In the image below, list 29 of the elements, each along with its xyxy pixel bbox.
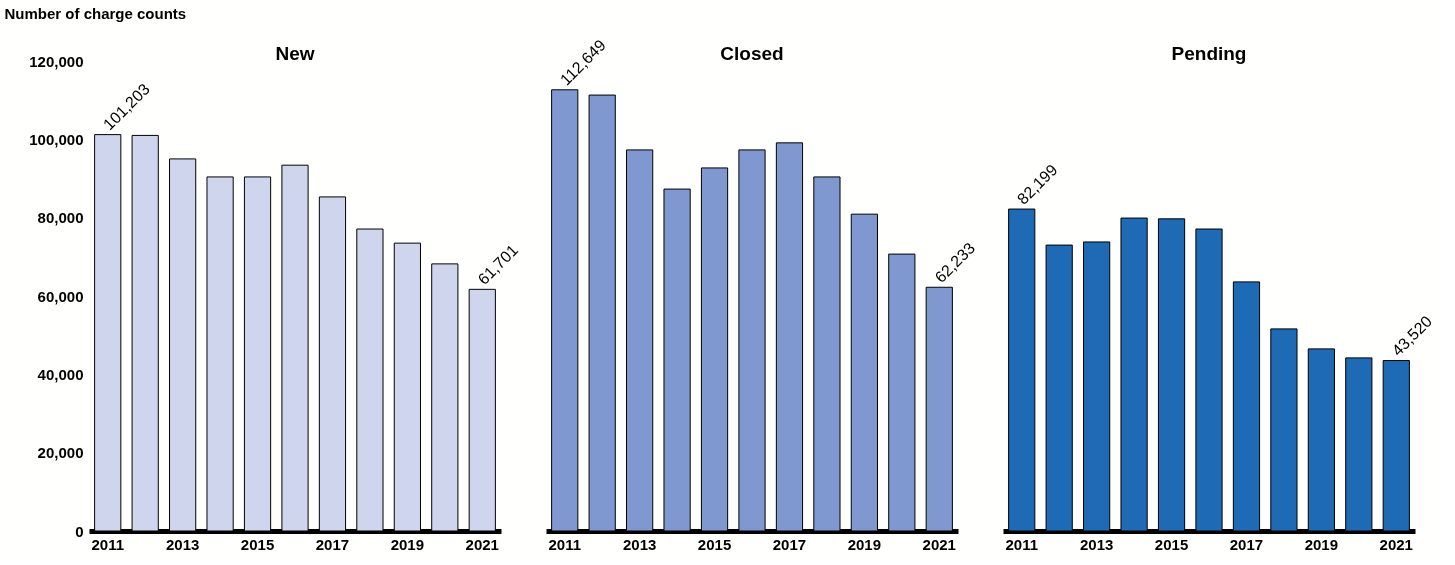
x-tick-label: 2011 xyxy=(548,535,581,553)
y-tick-label: 60,000 xyxy=(37,287,84,305)
x-tick-label: 2017 xyxy=(315,535,350,553)
x-tick-label: 2017 xyxy=(772,535,807,553)
chart-title: New xyxy=(275,43,315,64)
x-tick-label: 2011 xyxy=(91,535,124,553)
x-tick-label: 2019 xyxy=(847,535,882,553)
x-tick-label: 2021 xyxy=(922,535,956,553)
y-tick-label: 120,000 xyxy=(29,52,84,70)
x-tick-label: 2015 xyxy=(240,535,275,553)
y-tick-label: 40,000 xyxy=(37,365,84,383)
x-tick-label: 2015 xyxy=(697,535,732,553)
x-tick-label: 2013 xyxy=(1079,535,1114,553)
x-tick-label: 2021 xyxy=(1379,535,1413,553)
x-tick-label: 2017 xyxy=(1229,535,1264,553)
chart-title: Closed xyxy=(720,43,784,64)
y-axis-title: Number of charge counts xyxy=(4,4,187,22)
y-tick-label: 0 xyxy=(75,522,84,540)
x-tick-label: 2019 xyxy=(390,535,425,553)
x-tick-label: 2013 xyxy=(165,535,200,553)
y-tick-label: 80,000 xyxy=(37,209,84,227)
x-tick-label: 2011 xyxy=(1005,535,1038,553)
chart-title: Pending xyxy=(1171,43,1247,64)
x-tick-label: 2015 xyxy=(1154,535,1189,553)
x-tick-label: 2019 xyxy=(1304,535,1339,553)
x-tick-label: 2021 xyxy=(465,535,499,553)
y-tick-label: 20,000 xyxy=(37,444,84,462)
y-tick-label: 100,000 xyxy=(29,130,84,148)
x-tick-label: 2013 xyxy=(622,535,657,553)
